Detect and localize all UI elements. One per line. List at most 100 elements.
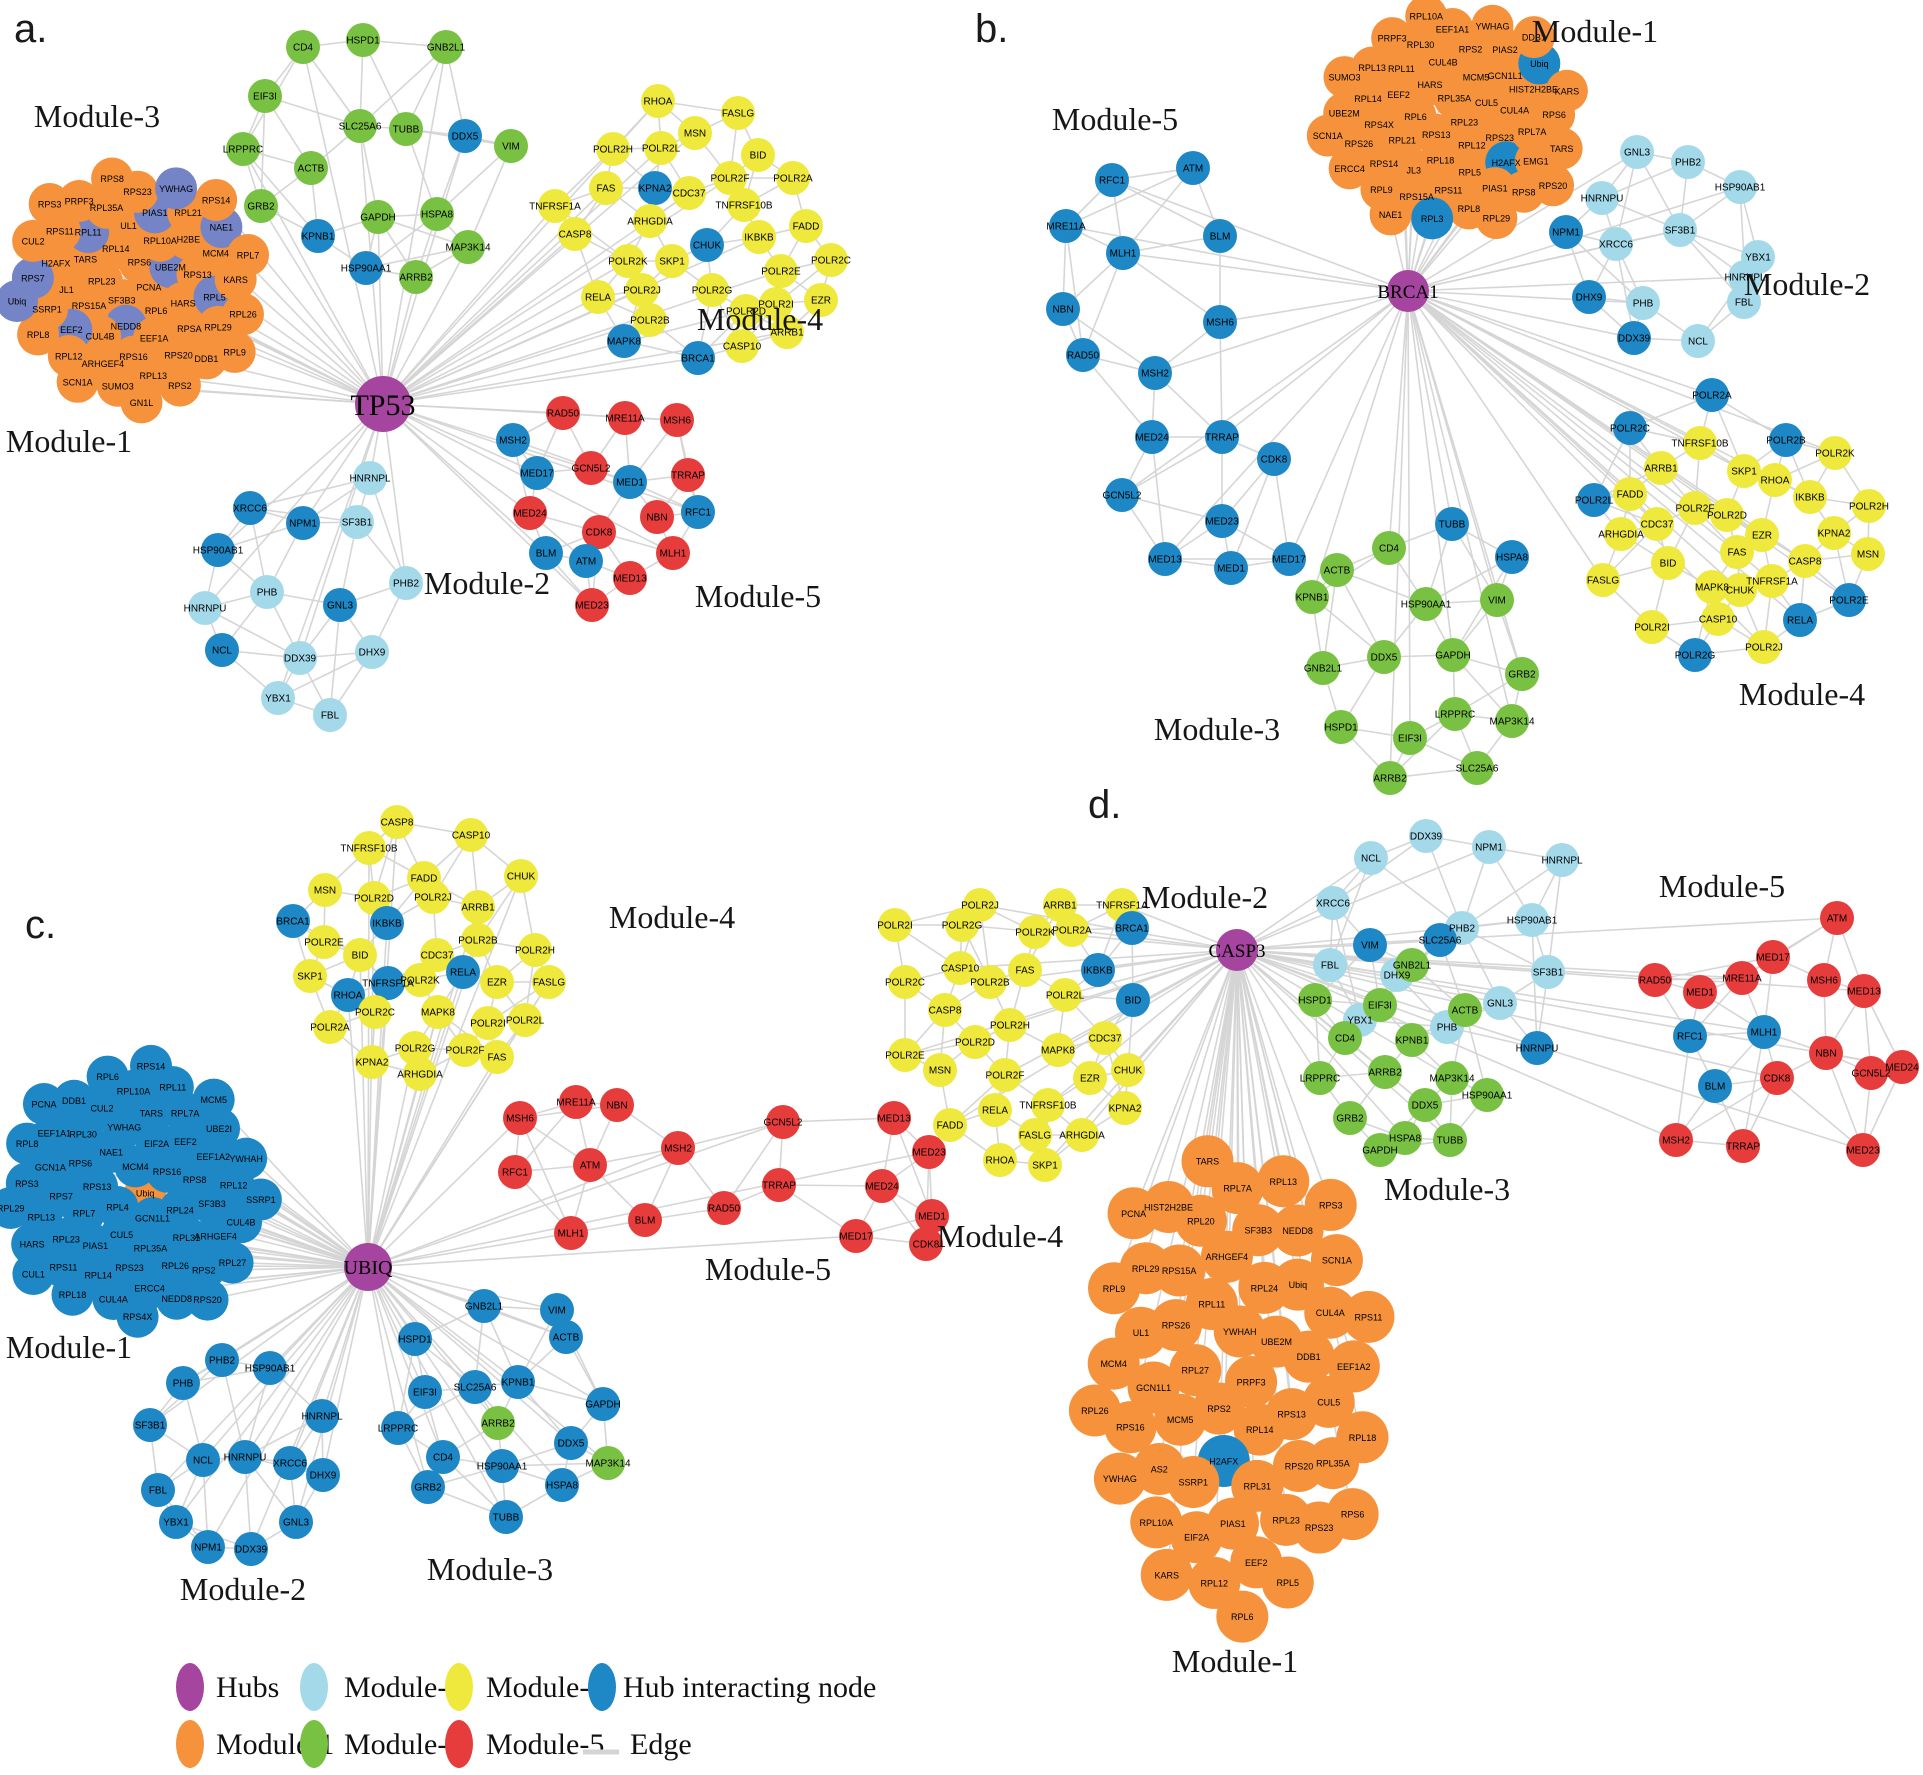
node-RPL9[interactable]	[1088, 1262, 1141, 1315]
node-DHX9[interactable]	[1572, 280, 1606, 314]
node-NBN[interactable]	[1046, 292, 1080, 326]
node-POLR2H[interactable]	[518, 933, 552, 967]
node-ERCC4[interactable]	[1328, 147, 1371, 190]
node-SKP1[interactable]	[1028, 1148, 1062, 1182]
node-MED1[interactable]	[613, 465, 647, 499]
node-EZR[interactable]	[480, 965, 514, 999]
node-GRB2[interactable]	[1505, 657, 1539, 691]
node-MCM4[interactable]	[1087, 1337, 1140, 1390]
node-VIM[interactable]	[540, 1293, 574, 1327]
node-GCN5L2[interactable]	[1854, 1056, 1888, 1090]
node-MSH2[interactable]	[1138, 356, 1172, 390]
node-XRCC6[interactable]	[1599, 227, 1633, 261]
node-POLR2H[interactable]	[1852, 489, 1886, 523]
node-HSPD1[interactable]	[398, 1322, 432, 1356]
node-POLR2H[interactable]	[993, 1008, 1027, 1042]
node-MRE11A[interactable]	[608, 401, 642, 435]
node-ARRB2[interactable]	[1373, 761, 1407, 795]
node-GNB2L1[interactable]	[1395, 948, 1429, 982]
node-CHUK[interactable]	[1723, 573, 1757, 607]
node-POLR2A[interactable]	[313, 1010, 347, 1044]
node-EIF3I[interactable]	[1393, 721, 1427, 755]
node-HSP90AB1[interactable]	[201, 533, 235, 567]
node-RELA[interactable]	[446, 955, 480, 989]
node-POLR2F[interactable]	[713, 161, 747, 195]
node-ARHGDIA[interactable]	[403, 1057, 437, 1091]
node-GAPDH[interactable]	[361, 200, 395, 234]
node-KPNA2[interactable]	[638, 171, 672, 205]
node-TNFRSF1A[interactable]	[371, 966, 405, 1000]
node-CDC37[interactable]	[1088, 1021, 1122, 1055]
node-SLC25A6[interactable]	[1423, 923, 1457, 957]
node-RPS8[interactable]	[91, 157, 134, 200]
node-FAS[interactable]	[589, 171, 623, 205]
node-RPS14[interactable]	[130, 1044, 173, 1087]
node-ATM[interactable]	[573, 1148, 607, 1182]
node-RPL13[interactable]	[1257, 1155, 1310, 1208]
node-HNRNPU[interactable]	[1585, 181, 1619, 215]
node-ARRB1[interactable]	[461, 890, 495, 924]
node-ATM[interactable]	[569, 544, 603, 578]
node-HSPA8[interactable]	[420, 197, 454, 231]
node-KPNB1[interactable]	[1295, 580, 1329, 614]
node-HSP90AA1[interactable]	[1409, 587, 1443, 621]
node-CUL4A[interactable]	[1304, 1286, 1357, 1339]
node-BLM[interactable]	[529, 536, 563, 570]
node-RPS4X[interactable]	[116, 1295, 159, 1338]
node-GNB2L1[interactable]	[429, 30, 463, 64]
node-NCL[interactable]	[186, 1443, 220, 1477]
node-RPL3[interactable]	[1411, 197, 1454, 240]
node-PCNA[interactable]	[22, 1083, 65, 1126]
node-ARRB1[interactable]	[1644, 451, 1678, 485]
node-PHB[interactable]	[166, 1366, 200, 1400]
node-NCL[interactable]	[205, 633, 239, 667]
node-CUL1[interactable]	[12, 1253, 55, 1296]
node-POLR2B[interactable]	[1769, 423, 1803, 457]
node-CHUK[interactable]	[690, 228, 724, 262]
node-IKBKB[interactable]	[1081, 953, 1115, 987]
node-RHOA[interactable]	[641, 84, 675, 118]
node-POLR2L[interactable]	[1048, 978, 1082, 1012]
node-NBN[interactable]	[1809, 1036, 1843, 1070]
node-POLR2K[interactable]	[1018, 915, 1052, 949]
node-MSH6[interactable]	[1203, 305, 1237, 339]
node-ARRB2[interactable]	[481, 1406, 515, 1440]
node-POLR2E[interactable]	[888, 1038, 922, 1072]
node-AS2[interactable]	[1133, 1442, 1186, 1495]
node-LRPPRC[interactable]	[1438, 697, 1472, 731]
node-RPL7[interactable]	[227, 233, 270, 276]
node-CASP10[interactable]	[943, 951, 977, 985]
node-POLR2C[interactable]	[814, 243, 848, 277]
node-DDX5[interactable]	[1408, 1088, 1442, 1122]
node-PHB[interactable]	[250, 575, 284, 609]
node-NEDD8[interactable]	[155, 1277, 198, 1320]
hub-CASP3[interactable]	[1216, 929, 1258, 971]
node-RPL29[interactable]	[0, 1187, 32, 1230]
node-RAD50[interactable]	[707, 1191, 741, 1225]
node-BID[interactable]	[343, 938, 377, 972]
node-DDX5[interactable]	[1367, 640, 1401, 674]
node-RPL6[interactable]	[86, 1055, 129, 1098]
node-HSP90AB1[interactable]	[253, 1351, 287, 1385]
node-GCN5L2[interactable]	[574, 451, 608, 485]
node-POLR2A[interactable]	[1695, 378, 1729, 412]
node-TNFRSF10B[interactable]	[1031, 1088, 1065, 1122]
node-HSPA8[interactable]	[1495, 540, 1529, 574]
node-PHB2[interactable]	[1671, 145, 1705, 179]
node-POLR2G[interactable]	[695, 273, 729, 307]
node-HARS[interactable]	[11, 1222, 54, 1265]
node-POLR2I[interactable]	[878, 908, 912, 942]
node-POLR2C[interactable]	[358, 995, 392, 1029]
node-TUBB[interactable]	[1433, 1123, 1467, 1157]
node-SF3B3[interactable]	[1232, 1204, 1285, 1257]
node-VIM[interactable]	[1480, 583, 1514, 617]
node-POLR2F[interactable]	[448, 1033, 482, 1067]
node-RPL10A[interactable]	[1130, 1496, 1183, 1549]
node-XRCC6[interactable]	[1316, 886, 1350, 920]
node-GAPDH[interactable]	[1436, 638, 1470, 672]
node-NAE1[interactable]	[1369, 193, 1412, 236]
node-LRPPRC[interactable]	[381, 1411, 415, 1445]
node-POLR2G[interactable]	[1678, 638, 1712, 672]
node-IKBKB[interactable]	[742, 220, 776, 254]
node-BLM[interactable]	[1203, 219, 1237, 253]
